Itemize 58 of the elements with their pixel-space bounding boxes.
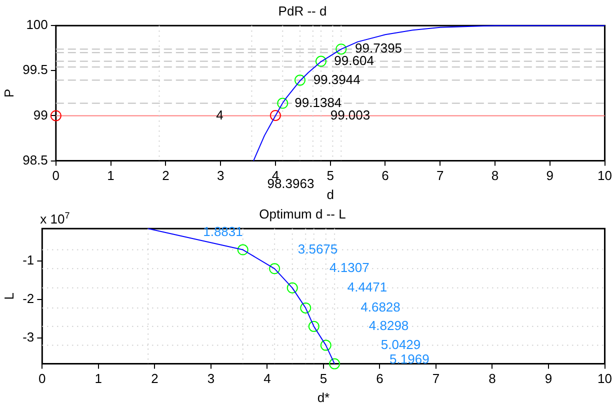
x-tick-label: 9 (544, 371, 552, 386)
annotation: 5.1969 (390, 351, 430, 366)
x-tick-label: 10 (598, 371, 612, 386)
chart-title: PdR -- d (278, 3, 327, 18)
point (270, 110, 281, 121)
annotation: 5.0429 (380, 336, 421, 352)
point (329, 358, 340, 370)
y-tick-label: 100 (26, 17, 48, 32)
x-tick-label: 8 (491, 168, 499, 184)
point (300, 302, 312, 314)
x-tick-label: 10 (598, 168, 612, 184)
x-tick-label: 5 (320, 371, 328, 386)
point (308, 320, 320, 332)
point (277, 98, 288, 109)
x-tick-label: 7 (432, 371, 440, 386)
x-axis-title: d* (317, 390, 330, 405)
x-tick-label: 2 (151, 371, 158, 386)
point (336, 44, 347, 55)
y-axis-title: L (1, 292, 16, 300)
x-tick-label: 6 (382, 168, 389, 184)
x-tick-label: 1 (94, 371, 102, 386)
y-tick-label: 99 (33, 107, 48, 122)
x-tick-label: 2 (162, 168, 170, 184)
point (294, 74, 306, 86)
x-tick-label: 0 (52, 168, 60, 184)
y-tick-label: 98.5 (22, 152, 48, 168)
y-tick-label: -3 (22, 330, 34, 345)
chart-title: Optimum d -- L (259, 206, 346, 222)
annotation: 3.5675 (298, 241, 338, 256)
x-tick-label: 9 (546, 168, 554, 184)
x-tick-label: 8 (488, 371, 496, 386)
annotation: 4 (216, 107, 224, 122)
point (320, 340, 332, 351)
x-tick-label: 7 (436, 168, 444, 184)
y-tick-label: -1 (22, 252, 34, 268)
annotation: 4.6828 (360, 300, 400, 315)
point (269, 263, 280, 274)
annotation: 4.8298 (368, 318, 409, 334)
point (286, 282, 298, 294)
y-tick-label: 99.5 (22, 62, 48, 78)
y-axis-title: P (1, 88, 16, 98)
x-axis-title: d (326, 186, 334, 202)
x-tick-label: 3 (216, 168, 224, 184)
point (50, 110, 62, 122)
x-tick-label: 6 (376, 371, 384, 386)
x-tick-label: 3 (207, 371, 215, 386)
y-tick-label: -2 (22, 291, 34, 306)
annotation: 99.003 (330, 107, 370, 122)
x-tick-label: 1 (107, 168, 114, 184)
x-tick-label: 0 (38, 371, 46, 386)
point (315, 56, 326, 67)
annotation: 4.4471 (347, 279, 388, 294)
annotation: 99.1384 (294, 94, 342, 110)
annotation: 4.1307 (330, 260, 370, 276)
x-tick-label: 4 (264, 371, 271, 386)
annotation: 99.3944 (313, 72, 360, 87)
x-tick-label: 5 (326, 168, 334, 184)
point (237, 244, 248, 256)
